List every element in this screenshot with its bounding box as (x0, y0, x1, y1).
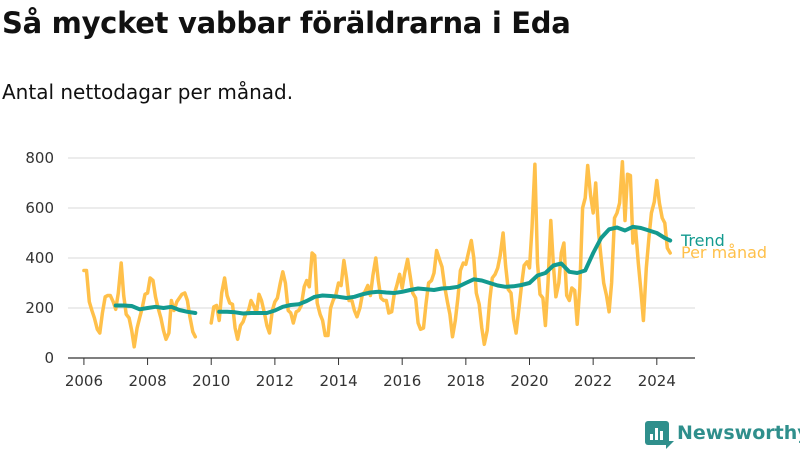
series-lines (82, 160, 673, 349)
x-tick-label: 2016 (383, 372, 421, 390)
x-tick-label: 2010 (192, 372, 230, 390)
x-tick-label: 2012 (256, 372, 294, 390)
y-tick-label: 800 (25, 149, 54, 167)
y-tick-label: 200 (25, 299, 54, 317)
series-line-per-manad (82, 160, 672, 349)
y-tick-label: 600 (25, 199, 54, 217)
newsworthy-logo-icon (645, 421, 674, 449)
x-axis: 2006 2008 2010 2012 2014 2016 2018 2020 2022 2024 (65, 357, 695, 390)
x-tick-label: 2014 (319, 372, 357, 390)
legend-label-trend: Trend (680, 231, 725, 250)
y-tick-label: 0 (44, 349, 54, 367)
x-tick-label: 2018 (447, 372, 485, 390)
x-tick-label: 2006 (65, 372, 103, 390)
brand-logo: Newsworthy (645, 420, 800, 449)
x-tick-label: 2024 (638, 372, 676, 390)
brand-name: Newsworthy (677, 422, 800, 444)
page-subtitle: Antal nettodagar per månad. (2, 80, 294, 104)
series-line-trend (113, 224, 673, 316)
y-tick-label: 400 (25, 249, 54, 267)
x-tick-label: 2020 (510, 372, 548, 390)
y-axis-tick-labels: 0 200 400 600 800 (25, 149, 54, 367)
legend-label-per-manad: Per månad (681, 243, 767, 262)
grid-lines (68, 157, 695, 309)
x-tick-label: 2008 (128, 372, 166, 390)
page-title: Så mycket vabbar föräldrarna i Eda (2, 6, 571, 40)
x-tick-label: 2022 (574, 372, 612, 390)
